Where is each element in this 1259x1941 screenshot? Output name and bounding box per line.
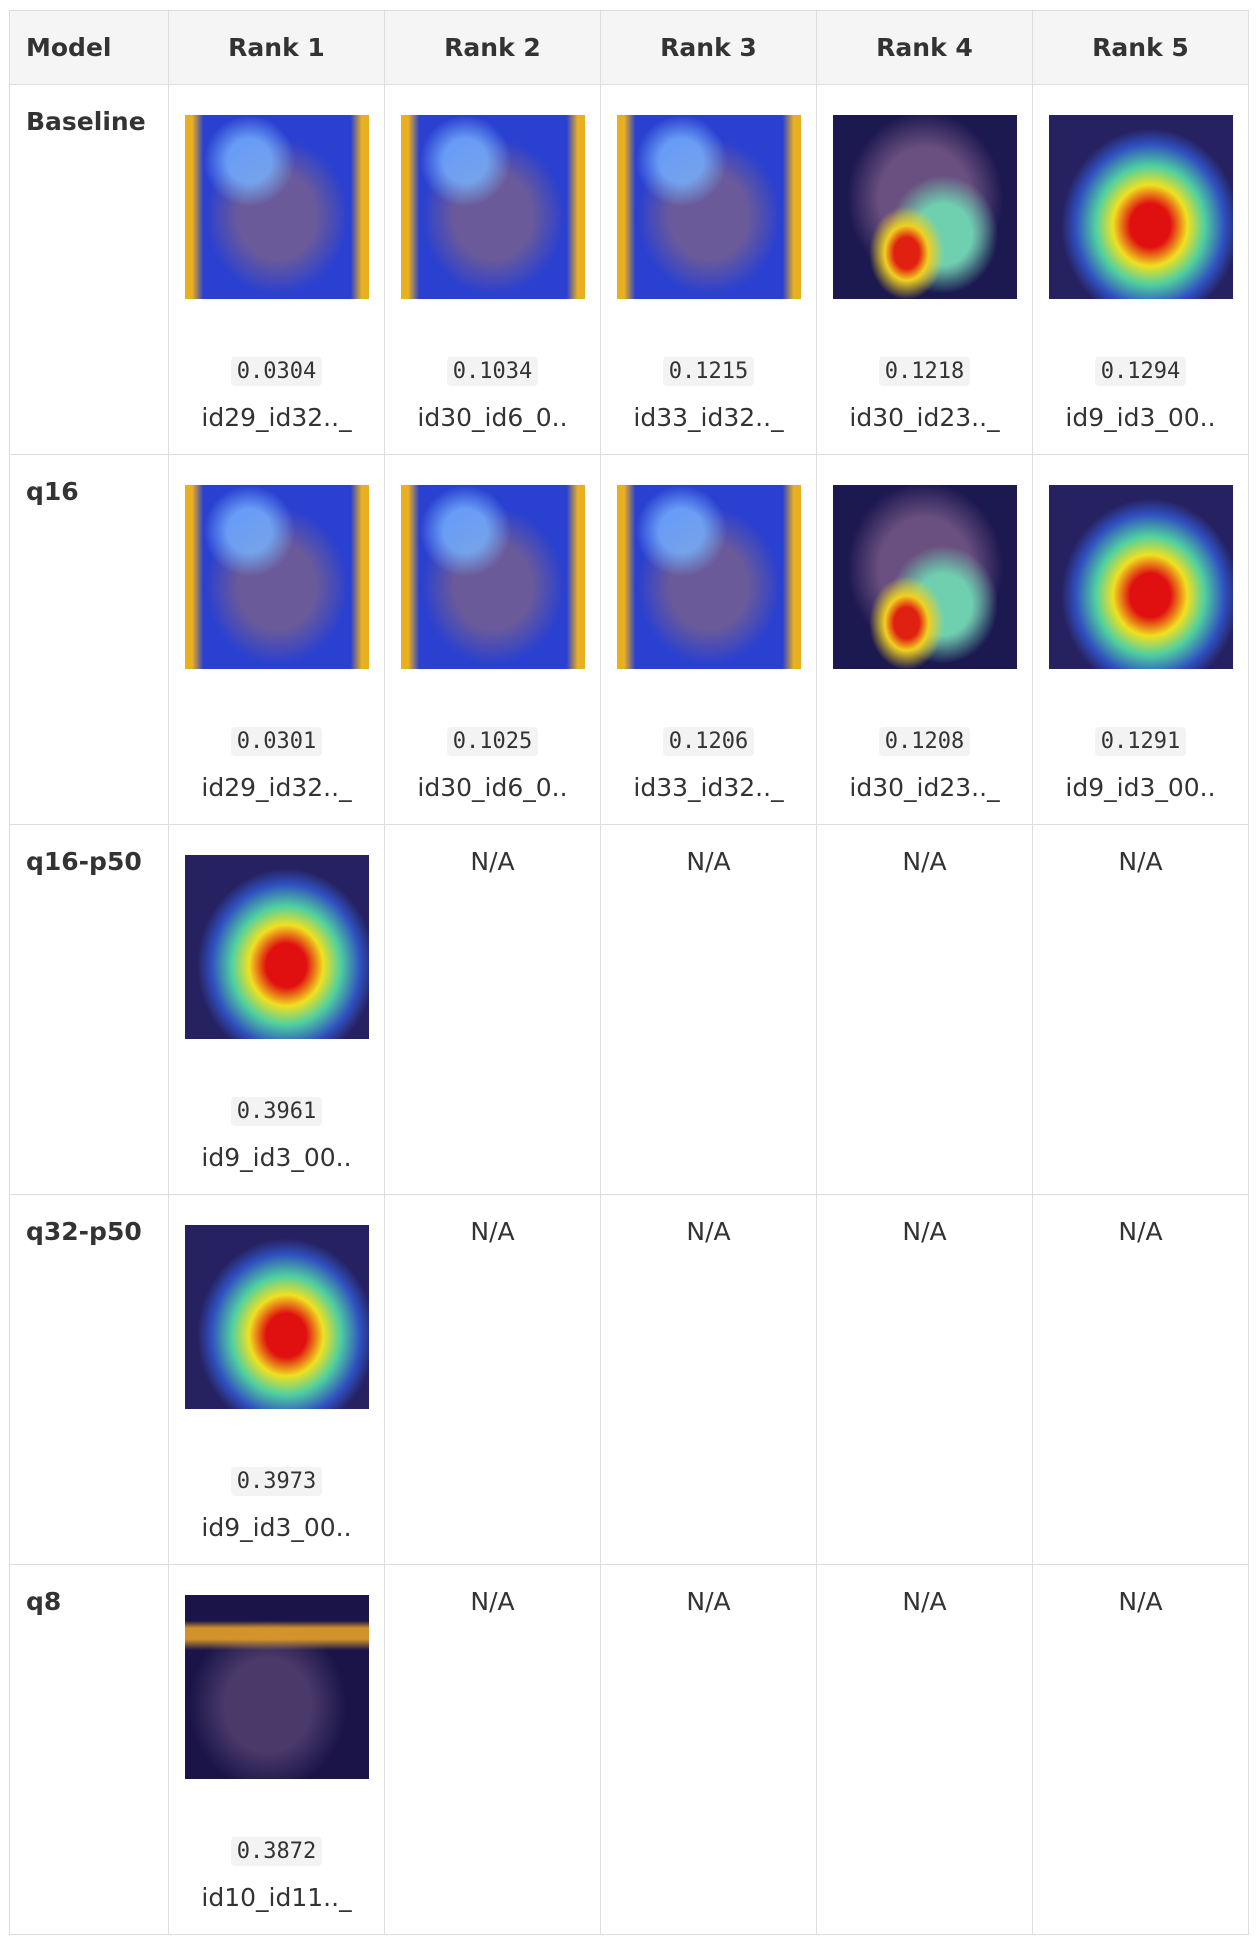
column-header: Model: [9, 10, 169, 85]
score: 0.3961: [169, 1097, 384, 1126]
score-value: 0.1294: [1094, 357, 1187, 386]
heatmap-image: [833, 115, 1017, 299]
sample-id: id9_id3_00..: [201, 1143, 352, 1172]
score: 0.1025: [385, 727, 600, 756]
na-cell: N/A: [385, 1195, 601, 1565]
score-value: 0.0301: [230, 727, 323, 756]
score: 0.3973: [169, 1467, 384, 1496]
na-cell: N/A: [1033, 825, 1249, 1195]
column-header: Rank 1: [169, 10, 385, 85]
model-name: q16: [9, 455, 169, 825]
score: 0.1215: [601, 357, 816, 386]
model-name: q32-p50: [9, 1195, 169, 1565]
score: 0.0304: [169, 357, 384, 386]
column-header: Rank 3: [601, 10, 817, 85]
result-cell: 0.1215 id33_id32.._: [601, 85, 817, 455]
sample-id: id33_id32.._: [633, 773, 784, 802]
score: 0.3872: [169, 1837, 384, 1866]
sample-id: id9_id3_00..: [201, 1513, 352, 1542]
result-cell: 0.0301 id29_id32.._: [169, 455, 385, 825]
na-cell: N/A: [817, 825, 1033, 1195]
score: 0.1218: [817, 357, 1032, 386]
na-cell: N/A: [385, 825, 601, 1195]
na-cell: N/A: [1033, 1565, 1249, 1935]
result-cell: 0.1025 id30_id6_0..: [385, 455, 601, 825]
result-cell: 0.3973 id9_id3_00..: [169, 1195, 385, 1565]
heatmap-image: [617, 115, 801, 299]
result-cell: 0.1034 id30_id6_0..: [385, 85, 601, 455]
model-name: Baseline: [9, 85, 169, 455]
score: 0.0301: [169, 727, 384, 756]
na-cell: N/A: [1033, 1195, 1249, 1565]
heatmap-image: [401, 485, 585, 669]
result-cell: 0.1208 id30_id23.._: [817, 455, 1033, 825]
na-cell: N/A: [817, 1195, 1033, 1565]
heatmap-image: [185, 485, 369, 669]
na-cell: N/A: [601, 1565, 817, 1935]
score: 0.1291: [1033, 727, 1248, 756]
model-name: q16-p50: [9, 825, 169, 1195]
result-cell: 0.3872 id10_id11.._: [169, 1565, 385, 1935]
score-value: 0.1291: [1094, 727, 1187, 756]
sample-id: id30_id23.._: [849, 403, 1000, 432]
heatmap-image: [1049, 115, 1233, 299]
result-cell: 0.1291 id9_id3_00..: [1033, 455, 1249, 825]
column-header: Rank 5: [1033, 10, 1249, 85]
score: 0.1034: [385, 357, 600, 386]
heatmap-image: [185, 1225, 369, 1409]
heatmap-image: [185, 1595, 369, 1779]
score-value: 0.1025: [446, 727, 539, 756]
score-value: 0.0304: [230, 357, 323, 386]
column-header: Rank 4: [817, 10, 1033, 85]
sample-id: id10_id11.._: [201, 1883, 352, 1912]
score-value: 0.3973: [230, 1467, 323, 1496]
heatmap-image: [401, 115, 585, 299]
heatmap-image: [833, 485, 1017, 669]
column-header: Rank 2: [385, 10, 601, 85]
result-cell: 0.0304 id29_id32.._: [169, 85, 385, 455]
heatmap-image: [185, 855, 369, 1039]
score-value: 0.3961: [230, 1097, 323, 1126]
score-value: 0.3872: [230, 1837, 323, 1866]
result-cell: 0.1218 id30_id23.._: [817, 85, 1033, 455]
result-cell: 0.1206 id33_id32.._: [601, 455, 817, 825]
heatmap-image: [1049, 485, 1233, 669]
sample-id: id30_id23.._: [849, 773, 1000, 802]
heatmap-image: [185, 115, 369, 299]
sample-id: id29_id32.._: [201, 773, 352, 802]
na-cell: N/A: [385, 1565, 601, 1935]
sample-id: id9_id3_00..: [1065, 403, 1216, 432]
score: 0.1206: [601, 727, 816, 756]
sample-id: id30_id6_0..: [417, 773, 568, 802]
result-cell: 0.1294 id9_id3_00..: [1033, 85, 1249, 455]
model-name: q8: [9, 1565, 169, 1935]
score-value: 0.1034: [446, 357, 539, 386]
sample-id: id29_id32.._: [201, 403, 352, 432]
score-value: 0.1218: [878, 357, 971, 386]
sample-id: id33_id32.._: [633, 403, 784, 432]
sample-id: id9_id3_00..: [1065, 773, 1216, 802]
score-value: 0.1215: [662, 357, 755, 386]
heatmap-image: [617, 485, 801, 669]
na-cell: N/A: [601, 825, 817, 1195]
na-cell: N/A: [817, 1565, 1033, 1935]
score: 0.1208: [817, 727, 1032, 756]
result-cell: 0.3961 id9_id3_00..: [169, 825, 385, 1195]
score: 0.1294: [1033, 357, 1248, 386]
sample-id: id30_id6_0..: [417, 403, 568, 432]
score-value: 0.1206: [662, 727, 755, 756]
na-cell: N/A: [601, 1195, 817, 1565]
score-value: 0.1208: [878, 727, 971, 756]
